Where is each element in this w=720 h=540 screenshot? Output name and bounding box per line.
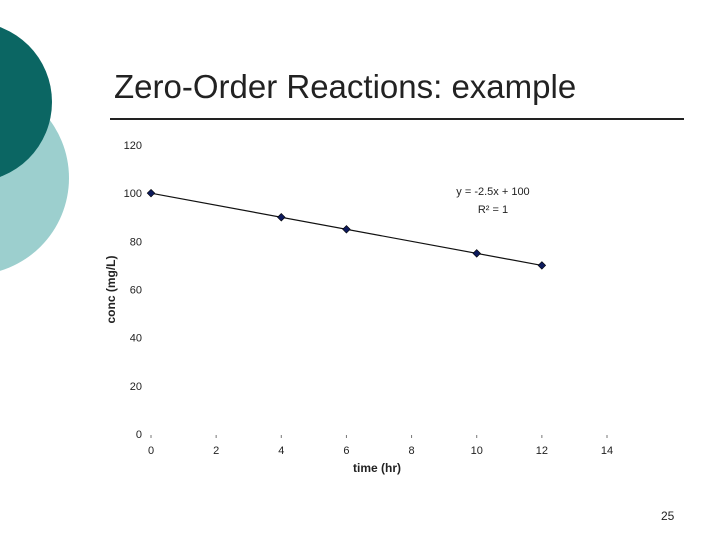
x-tick-label: 12: [536, 445, 548, 457]
dark-teal-circle: [0, 27, 52, 177]
trendline-equation: y = -2.5x + 100: [456, 186, 529, 198]
x-tick-label: 4: [278, 445, 284, 457]
y-axis-label: conc (mg/L): [104, 255, 118, 323]
x-tick-label: 10: [471, 445, 483, 457]
x-axis-label: time (hr): [353, 461, 401, 475]
data-point: [342, 225, 351, 234]
y-tick-label: 0: [136, 429, 142, 441]
data-point: [537, 261, 547, 270]
x-tick-label: 14: [601, 445, 613, 457]
title-divider: [110, 118, 684, 120]
x-tick-label: 8: [409, 445, 415, 457]
y-tick-label: 120: [124, 140, 142, 152]
y-tick-label: 20: [130, 381, 142, 393]
decorative-circles: [0, 27, 69, 271]
data-point: [277, 213, 286, 222]
y-tick-label: 60: [130, 285, 142, 297]
y-tick-label: 100: [124, 188, 142, 200]
y-tick-label: 40: [130, 333, 142, 345]
scatter-chart: 0 20 40 60 80 100 120 0 2 4 6 8 10 12 14 time (hr) conc …: [104, 140, 613, 475]
data-point: [146, 188, 156, 198]
slide-title: Zero-Order Reactions: example: [114, 68, 577, 105]
x-tick-label: 6: [343, 445, 349, 457]
data-point: [472, 249, 481, 258]
x-tick-label: 0: [148, 445, 154, 457]
page-number: 25: [661, 509, 675, 523]
trendline-r-squared: R² = 1: [478, 204, 508, 216]
y-tick-label: 80: [130, 236, 142, 248]
x-tick-label: 2: [213, 445, 219, 457]
